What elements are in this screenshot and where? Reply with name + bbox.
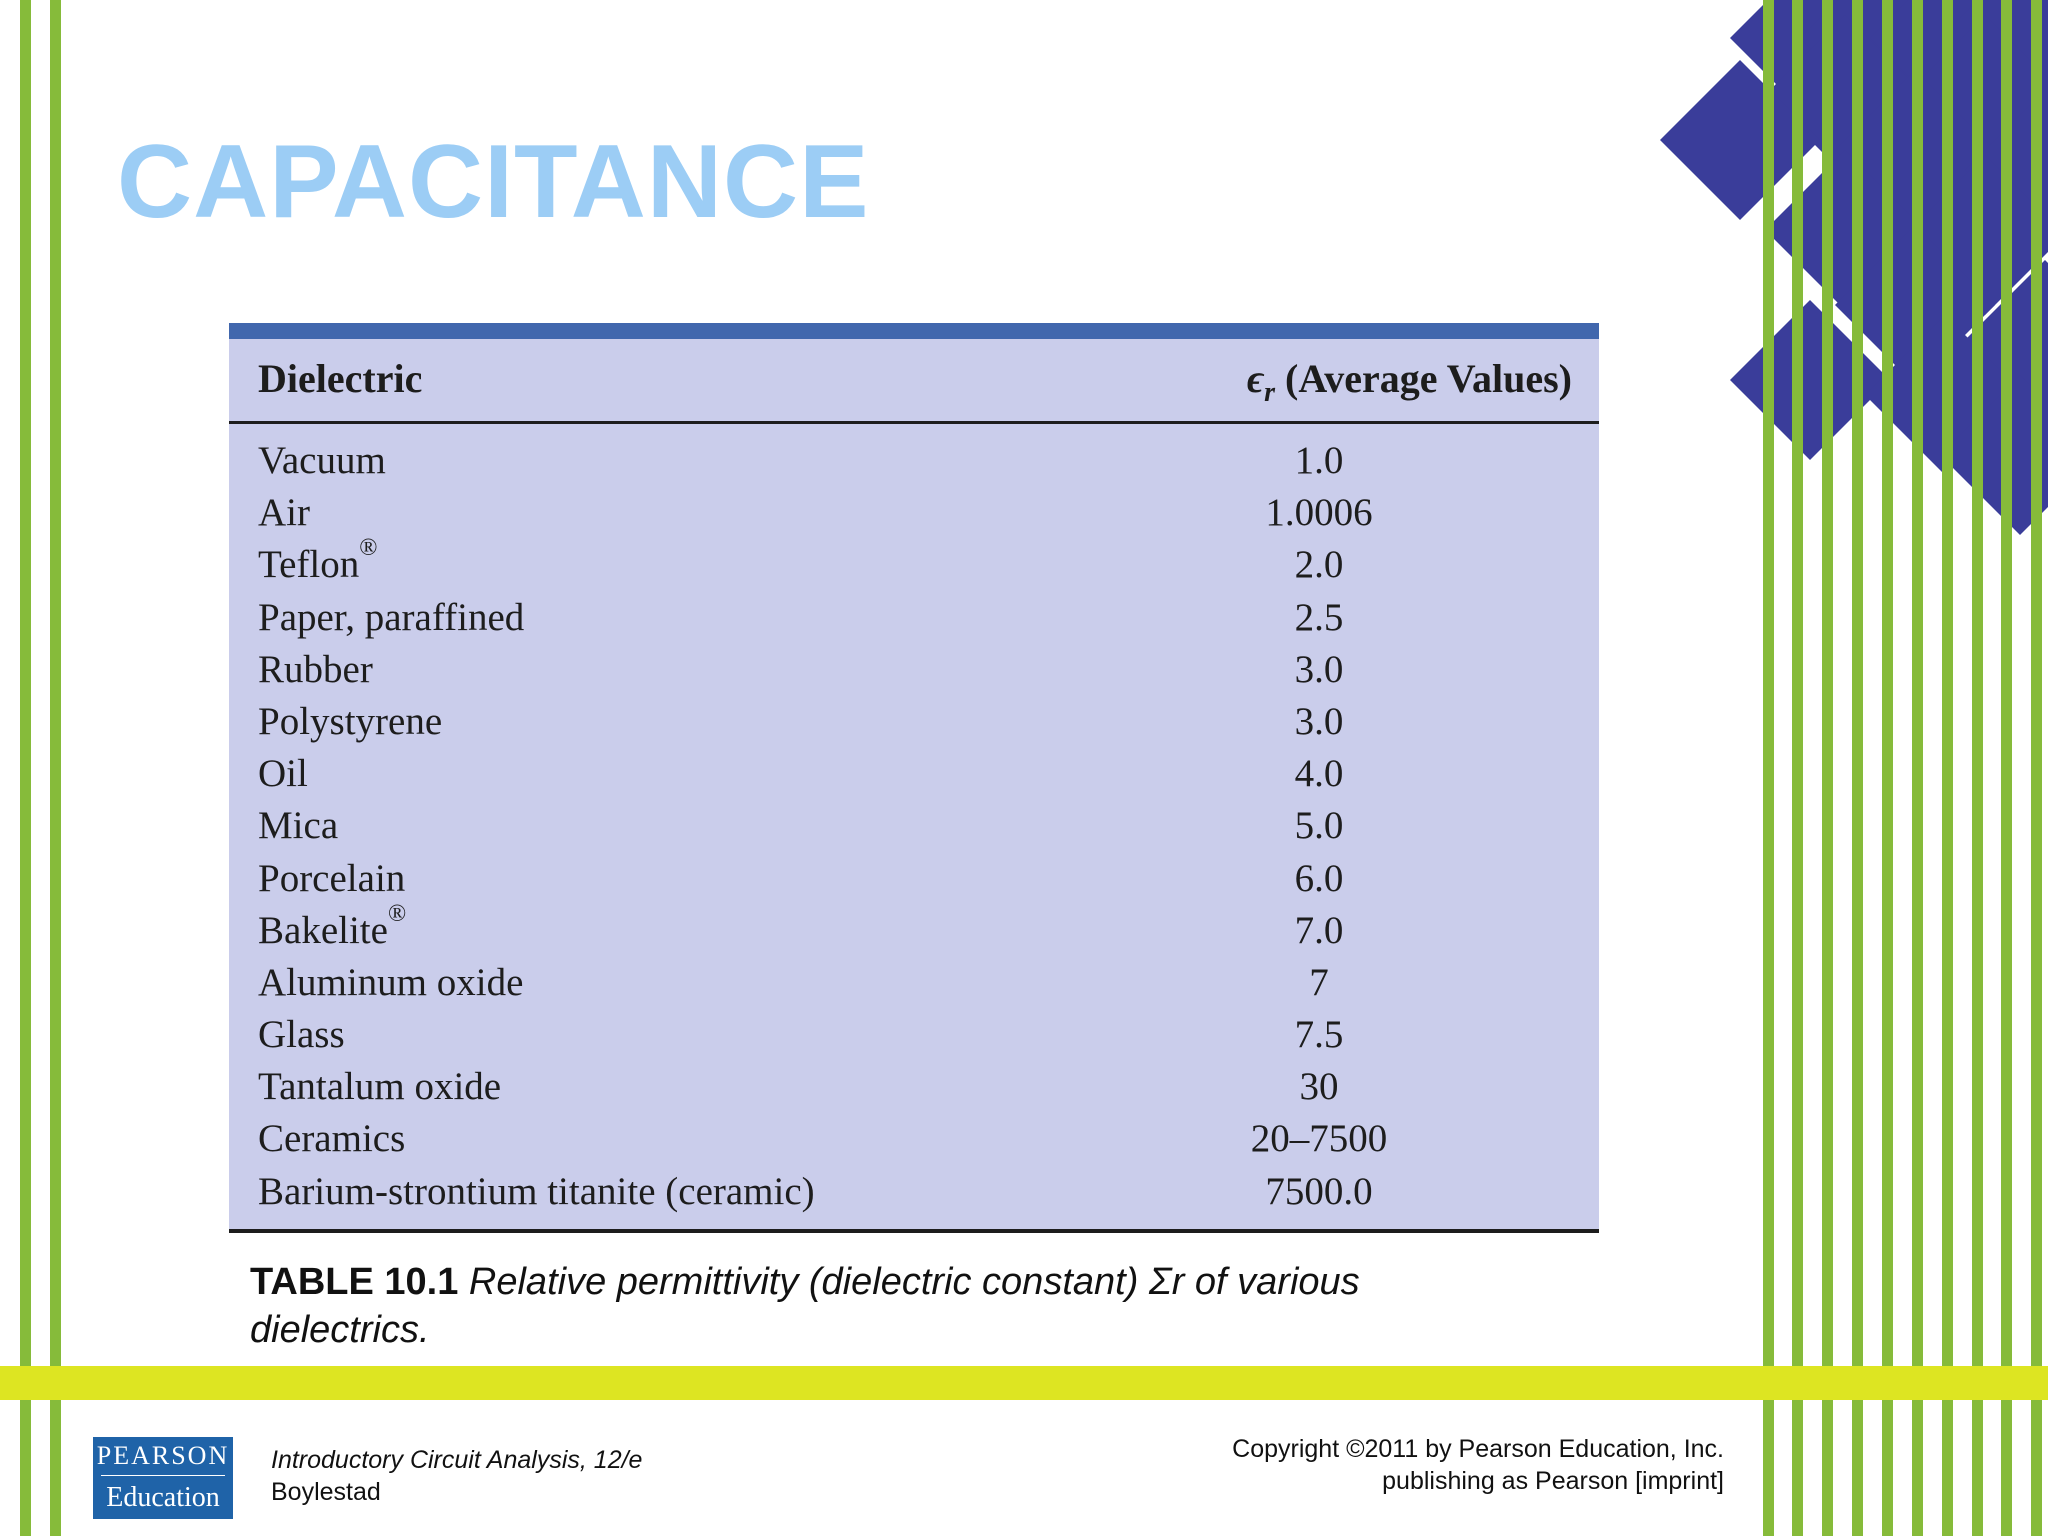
diamond-shape — [1870, 0, 2030, 118]
book-title: Introductory Circuit Analysis, 12/e — [271, 1446, 643, 1474]
table-bottom-rule — [229, 1229, 1599, 1233]
right-stripe — [1912, 0, 1923, 1536]
pearson-logo: PEARSON Education — [93, 1437, 233, 1519]
right-stripes — [1763, 0, 2042, 1536]
dielectric-name: Teflon® — [258, 535, 378, 587]
left-stripe-2 — [50, 0, 61, 1536]
dielectric-name: Mica — [258, 804, 339, 848]
average-values-label: (Average Values) — [1275, 356, 1572, 401]
book-info: Introductory Circuit Analysis, 12/e Boyl… — [271, 1444, 642, 1508]
dielectric-name: Ceramics — [258, 1117, 406, 1161]
table-top-bar — [229, 323, 1599, 339]
table-row: Porcelain 6.0 — [229, 853, 1599, 905]
copyright-line-2: publishing as Pearson [imprint] — [1382, 1467, 1724, 1495]
diamond-shape — [1730, 0, 1890, 118]
epsilon-symbol: ϵ — [1246, 356, 1265, 401]
table-row: Ceramics 20–7500 — [229, 1113, 1599, 1165]
header-epsilon: ϵr (Average Values) — [1247, 355, 1572, 410]
diamond-shape — [1800, 0, 1960, 118]
right-stripe — [1852, 0, 1863, 1536]
table-row: Air 1.0006 — [229, 487, 1599, 539]
table-row: Mica 5.0 — [229, 800, 1599, 852]
diamond-shape — [1765, 150, 1925, 310]
right-stripe — [1972, 0, 1983, 1536]
dielectric-name: Polystyrene — [258, 699, 443, 743]
header-rule — [229, 421, 1599, 424]
logo-pearson-text: PEARSON — [96, 1441, 230, 1470]
right-stripe — [1763, 0, 1774, 1536]
table-row: Bakelite® 7.0 — [229, 900, 1599, 957]
dielectric-name: Air — [258, 491, 310, 535]
copyright-line-1: Copyright ©2011 by Pearson Education, In… — [1232, 1435, 1724, 1463]
logo-divider — [101, 1475, 225, 1476]
diamond-shape — [1865, 315, 2025, 475]
diamond-shape — [1905, 15, 2048, 175]
table-row: Rubber 3.0 — [229, 644, 1599, 696]
table-row: Aluminum oxide 7 — [229, 957, 1599, 1009]
diamond-shape — [1765, 15, 1925, 175]
diamond-shape — [1730, 300, 1890, 460]
dielectric-name: Bakelite® — [258, 900, 407, 952]
table-caption: TABLE 10.1 Relative permittivity (dielec… — [250, 1258, 1450, 1354]
slide-title: CAPACITANCE — [117, 124, 870, 240]
table-row: Teflon® 2.0 — [229, 535, 1599, 591]
dielectric-name: Tantalum oxide — [258, 1065, 502, 1109]
dielectric-name: Glass — [258, 1013, 345, 1057]
table-body: Vacuum 1.0 Air 1.0006 Teflon® 2.0 Paper, pa… — [229, 435, 1599, 1218]
right-stripe — [1822, 0, 1833, 1536]
table-row: Glass 7.5 — [229, 1009, 1599, 1061]
diamond-shape — [1835, 225, 1995, 385]
diamond-shape — [1905, 155, 2048, 315]
diamond-shape — [1965, 90, 2048, 250]
epsilon-subscript: r — [1264, 377, 1275, 408]
right-stripe — [1792, 0, 1803, 1536]
dielectric-name: Vacuum — [258, 439, 386, 482]
book-author: Boylestad — [271, 1478, 381, 1506]
permittivity-table: Dielectric ϵr (Average Values) Vacuum 1.0… — [229, 323, 1599, 1233]
caption-text: Relative permittivity (dielectric consta… — [250, 1261, 1360, 1351]
logo-education-text: Education — [106, 1482, 220, 1513]
header-dielectric: Dielectric — [258, 356, 423, 401]
table-row: Vacuum 1.0 — [229, 435, 1599, 487]
diamond-pattern — [1660, 0, 2048, 535]
right-stripe — [2001, 0, 2012, 1536]
dielectric-name: Paper, paraffined — [258, 595, 525, 639]
diamond-shape — [1940, 0, 2048, 118]
caption-label: TABLE 10.1 — [250, 1261, 459, 1303]
table-row: Barium-strontium titanite (ceramic) 7500.… — [229, 1166, 1599, 1218]
dielectric-name: Rubber — [258, 647, 373, 691]
yellow-footer-band — [0, 1366, 2048, 1400]
dielectric-name: Oil — [258, 752, 308, 796]
right-stripe — [2031, 0, 2042, 1536]
right-stripe — [1882, 0, 1893, 1536]
copyright-notice: Copyright ©2011 by Pearson Education, In… — [1232, 1433, 1724, 1497]
dielectric-name: Barium-strontium titanite (ceramic) — [258, 1169, 815, 1213]
table-row: Polystyrene 3.0 — [229, 696, 1599, 748]
diamond-shape — [1965, 260, 2048, 420]
diamond-shape — [1835, 70, 1995, 230]
right-stripe — [1942, 0, 1953, 1536]
dielectric-name: Aluminum oxide — [258, 960, 524, 1004]
table-row: Tantalum oxide 30 — [229, 1061, 1599, 1113]
left-stripe-1 — [20, 0, 31, 1536]
table-row: Paper, paraffined 2.5 — [229, 592, 1599, 644]
dielectric-name: Porcelain — [258, 856, 406, 900]
table-row: Oil 4.0 — [229, 748, 1599, 800]
diamond-shape — [1660, 60, 1820, 220]
diamond-shape — [1940, 375, 2048, 535]
